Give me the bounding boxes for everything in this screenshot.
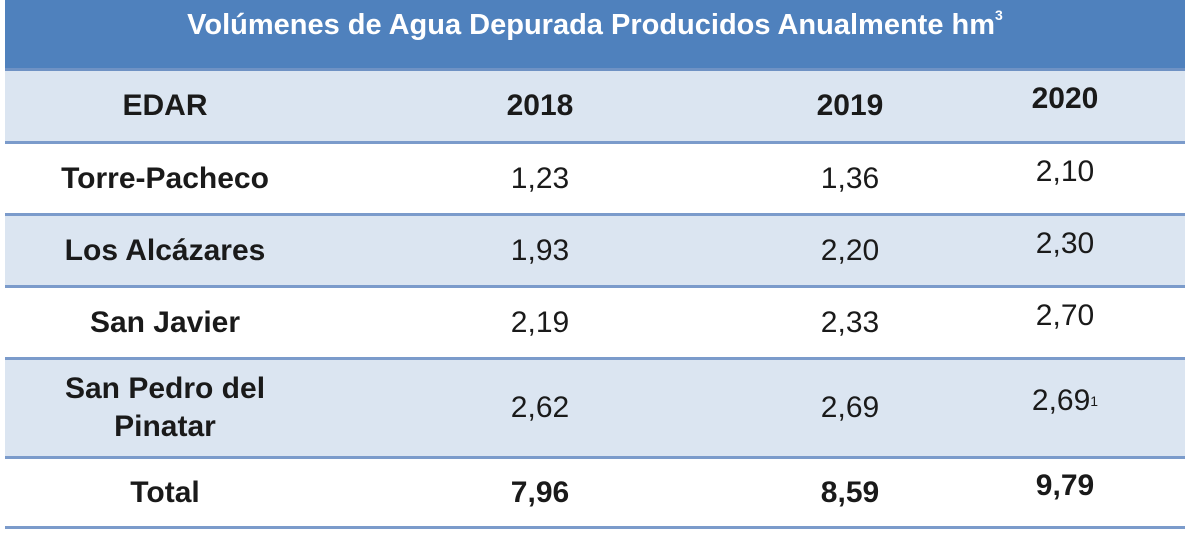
value-2020: 2,70 (1035, 298, 1095, 332)
water-volume-table: Volúmenes de Agua Depurada Producidos An… (5, 0, 1185, 529)
header-row: EDAR 2018 2019 2020 (5, 71, 1185, 144)
row-name: Los Alcázares (64, 233, 266, 267)
total-row: Total 7,96 8,59 9,79 (5, 459, 1185, 529)
value-2018: 2,62 (510, 391, 570, 424)
value-2020-text: 2,69 (1031, 384, 1091, 417)
row-name: San Pedro del Pinatar (64, 372, 266, 443)
row-name: San Javier (89, 305, 241, 339)
value-2018: 1,23 (510, 161, 570, 195)
value-2020: 2,30 (1035, 226, 1095, 260)
table-row: San Pedro del Pinatar 2,62 2,69 2,69 1 (5, 360, 1185, 459)
value-2018: 1,93 (510, 233, 570, 267)
total-2020: 9,79 (1035, 468, 1095, 502)
value-2019: 2,20 (820, 233, 880, 267)
value-2018: 2,19 (510, 305, 570, 339)
total-2019: 8,59 (820, 475, 880, 509)
total-label: Total (130, 475, 200, 509)
value-2020: 2,10 (1035, 154, 1095, 188)
footnote-marker: 1 (1090, 393, 1099, 409)
total-2018: 7,96 (510, 475, 570, 509)
table-row: Los Alcázares 1,93 2,20 2,30 (5, 216, 1185, 288)
header-2020: 2020 (1031, 82, 1099, 115)
value-2020: 2,69 1 (965, 360, 1165, 456)
value-2019: 2,33 (820, 305, 880, 339)
table-title: Volúmenes de Agua Depurada Producidos An… (5, 0, 1185, 71)
header-2018: 2018 (506, 89, 574, 122)
header-2019: 2019 (816, 89, 884, 122)
value-2019: 2,69 (820, 391, 880, 424)
row-name: Torre-Pacheco (61, 161, 269, 195)
header-edar: EDAR (122, 89, 208, 122)
value-2019: 1,36 (820, 161, 880, 195)
table-row: Torre-Pacheco 1,23 1,36 2,10 (5, 144, 1185, 216)
table-row: San Javier 2,19 2,33 2,70 (5, 288, 1185, 360)
title-text: Volúmenes de Agua Depurada Producidos An… (187, 9, 996, 41)
title-superscript: 3 (995, 7, 1003, 23)
